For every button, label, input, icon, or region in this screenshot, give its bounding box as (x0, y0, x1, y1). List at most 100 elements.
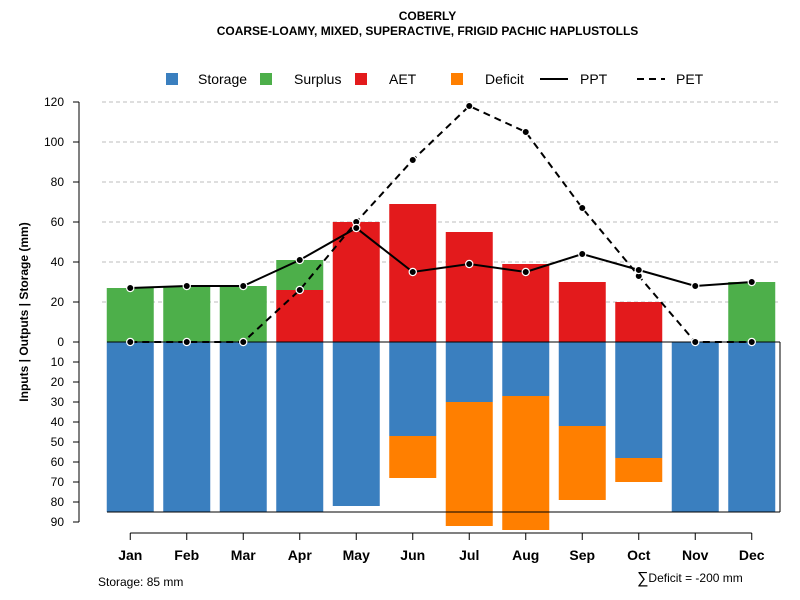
storage-bar (615, 342, 663, 458)
storage-bar (163, 342, 211, 512)
ppt-point (747, 277, 756, 287)
series-lines (126, 101, 756, 347)
storage-bar (728, 342, 776, 512)
pet-point (239, 337, 248, 347)
deficit-bar (389, 436, 437, 478)
x-tick-label: Feb (174, 547, 199, 563)
deficit-bar (615, 458, 663, 482)
y-tick-label: 0 (57, 335, 64, 349)
deficit-bar (445, 402, 493, 526)
y-tick-label: 60 (51, 215, 65, 229)
chart-title: COBERLY (398, 9, 457, 23)
x-tick-label: Jan (118, 547, 142, 563)
deficit-bar (502, 396, 550, 530)
deficit-footer: ∑Deficit = -200 mm (637, 570, 743, 588)
legend-label-ppt: PPT (580, 71, 608, 87)
chart-subtitle: COARSE-LOAMY, MIXED, SUPERACTIVE, FRIGID… (216, 24, 639, 38)
pet-point (126, 337, 135, 347)
x-tick-label: Nov (682, 547, 709, 563)
ppt-point (352, 223, 361, 233)
aet-bar (276, 290, 324, 342)
y-tick-label: 60 (51, 455, 65, 469)
x-tick-label: Dec (739, 547, 765, 563)
legend-label-deficit: Deficit (485, 71, 524, 87)
surplus-bar (728, 282, 776, 342)
ppt-point (465, 259, 474, 269)
ppt-point (634, 265, 643, 275)
axes: 0 20 40 60 80 100 120 10 20 30 40 50 60 70 80 90 Inputs … (17, 95, 765, 563)
y-tick-label: 10 (51, 355, 65, 369)
ppt-point (408, 267, 417, 277)
x-tick-label: Mar (231, 547, 256, 563)
legend-label-storage: Storage (198, 71, 247, 87)
x-tick-label: Sep (569, 547, 595, 563)
legend: Storage Surplus AET Deficit PPT PET (166, 71, 704, 87)
ppt-line (130, 226, 752, 289)
ppt-point (691, 281, 700, 291)
storage-footer: Storage: 85 mm (98, 575, 184, 589)
storage-bar (445, 342, 493, 402)
storage-bar (219, 342, 267, 512)
storage-bar (276, 342, 324, 512)
bars (106, 204, 776, 530)
y-tick-label: 40 (51, 415, 65, 429)
surplus-bar (219, 286, 267, 342)
surplus-bar (106, 288, 154, 342)
legend-label-aet: AET (389, 71, 417, 87)
pet-line (130, 104, 752, 343)
ppt-point (239, 281, 248, 291)
pet-point (691, 337, 700, 347)
pet-point (521, 127, 530, 137)
y-tick-label: 80 (51, 175, 65, 189)
y-tick-label: 90 (51, 515, 65, 529)
storage-bar (671, 342, 719, 512)
pet-point (578, 203, 587, 213)
x-tick-label: Jun (400, 547, 425, 563)
x-tick-label: Jul (459, 547, 479, 563)
ppt-point (521, 267, 530, 277)
y-tick-label: 100 (44, 135, 64, 149)
ppt-point (182, 281, 191, 291)
x-tick-label: Apr (288, 547, 313, 563)
legend-swatch-aet (355, 73, 367, 85)
legend-label-pet: PET (676, 71, 704, 87)
y-tick-label: 20 (51, 295, 65, 309)
storage-bar (558, 342, 606, 426)
aet-bar (558, 282, 606, 342)
ppt-point (578, 249, 587, 259)
storage-bar (332, 342, 380, 506)
gridlines (102, 101, 780, 303)
aet-bar (445, 232, 493, 342)
aet-bar (615, 302, 663, 342)
x-tick-label: Aug (512, 547, 539, 563)
deficit-bar (558, 426, 606, 500)
y-tick-label: 80 (51, 495, 65, 509)
legend-swatch-storage (166, 73, 178, 85)
x-tick-label: Oct (627, 547, 651, 563)
y-tick-label: 50 (51, 435, 65, 449)
pet-point (182, 337, 191, 347)
legend-label-surplus: Surplus (294, 71, 341, 87)
storage-bar (389, 342, 437, 436)
storage-bar (106, 342, 154, 512)
x-tick-label: May (343, 547, 370, 563)
y-axis-label: Inputs | Outputs | Storage (mm) (17, 222, 31, 401)
pet-point (465, 101, 474, 111)
y-tick-label: 30 (51, 395, 65, 409)
legend-swatch-surplus (260, 73, 272, 85)
aet-bar (502, 264, 550, 342)
y-tick-label: 70 (51, 475, 65, 489)
pet-point (295, 285, 304, 295)
y-tick-label: 20 (51, 375, 65, 389)
y-tick-label: 120 (44, 95, 64, 109)
sigma-icon: ∑ (637, 570, 649, 587)
ppt-point (126, 283, 135, 293)
storage-bar (502, 342, 550, 396)
surplus-bar (163, 286, 211, 342)
pet-point (408, 155, 417, 165)
y-tick-label: 40 (51, 255, 65, 269)
ppt-point (295, 255, 304, 265)
pet-point (747, 337, 756, 347)
deficit-footer-text: Deficit = -200 mm (648, 571, 743, 585)
